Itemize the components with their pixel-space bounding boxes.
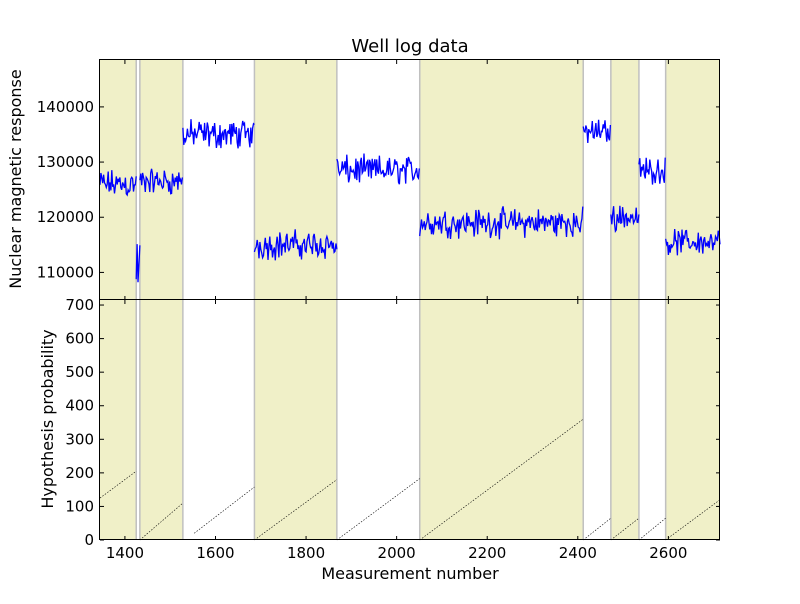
top-shaded-region (419, 60, 584, 300)
x-axis-label: Measurement number (321, 564, 499, 583)
nmr-signal-segment (253, 229, 338, 261)
bottom-shaded-regions (100, 300, 720, 540)
bottom-y-axis-label: Hypothesis probability (38, 329, 57, 508)
xtick-label: 2400 (559, 544, 597, 562)
xtick-label: 2600 (649, 544, 687, 562)
top-y-axis-label: Nuclear magnetic response (6, 69, 25, 288)
top-y-ticks: 110000 120000 130000 140000 (37, 98, 720, 281)
bottom-axes-frame (99, 299, 720, 540)
top-boundaries (135, 60, 667, 300)
nmr-series (99, 119, 721, 283)
bot-shaded-region (610, 300, 639, 540)
run-length-segment (139, 502, 184, 541)
run-length-segment (336, 478, 420, 541)
bot-shaded-region (254, 300, 337, 540)
xtick-label: 1600 (196, 544, 234, 562)
nmr-signal-segment (610, 205, 640, 233)
probability-series (99, 418, 721, 541)
bot-ytick-label: 500 (65, 363, 94, 381)
bot-ytick-label: 0 (84, 531, 94, 549)
xtick-label: 2000 (378, 544, 416, 562)
bot-ytick-label: 600 (65, 330, 94, 348)
nmr-panel: 110000 120000 130000 140000 Nuclear magneti… (6, 60, 721, 300)
nmr-signal-segment (665, 228, 721, 256)
nmr-signal-segment (582, 119, 612, 143)
nmr-signal-segment (638, 157, 666, 185)
nmr-signal-segment (99, 170, 137, 197)
bottom-y-ticks: 0 100 200 300 400 500 600 700 (65, 296, 720, 549)
top-shaded-region (665, 60, 720, 300)
bot-ytick-label: 100 (65, 497, 94, 515)
chart-title: Well log data (351, 36, 468, 57)
nmr-signal-segment (336, 153, 420, 185)
bot-shaded-region (419, 300, 584, 540)
xtick-label: 1400 (106, 544, 144, 562)
top-ytick-label: 130000 (37, 153, 94, 171)
run-length-segment (665, 499, 721, 541)
bot-shaded-region (665, 300, 720, 540)
top-shaded-region (254, 60, 337, 300)
top-ytick-label: 140000 (37, 98, 94, 116)
top-shaded-region (610, 60, 639, 300)
run-length-segment (419, 418, 584, 541)
bot-shaded-region (100, 300, 137, 540)
bot-ytick-label: 400 (65, 397, 94, 415)
nmr-signal-segment (419, 206, 584, 240)
xtick-label: 2200 (468, 544, 506, 562)
run-length-segment (638, 517, 666, 541)
x-ticks: 1400 1600 1800 2000 2200 2400 2600 (106, 60, 687, 562)
run-length-segment (194, 486, 255, 534)
probability-panel: 0 100 200 300 400 500 600 700 1400 1600 1800 2000 2… (38, 60, 721, 583)
nmr-signal-segment (182, 119, 255, 149)
bot-ytick-label: 300 (65, 430, 94, 448)
top-shaded-regions (100, 60, 720, 300)
run-length-segment (254, 479, 338, 541)
nmr-signal-segment (139, 168, 184, 195)
bot-shaded-region (139, 300, 183, 540)
nmr-signal-segment (135, 244, 141, 283)
run-length-segment (583, 517, 612, 541)
bot-ytick-label: 200 (65, 464, 94, 482)
top-ytick-label: 120000 (37, 208, 94, 226)
top-ytick-label: 110000 (37, 263, 94, 281)
xtick-label: 1800 (287, 544, 325, 562)
bot-ytick-label: 700 (65, 296, 94, 314)
bottom-boundaries (135, 300, 667, 540)
